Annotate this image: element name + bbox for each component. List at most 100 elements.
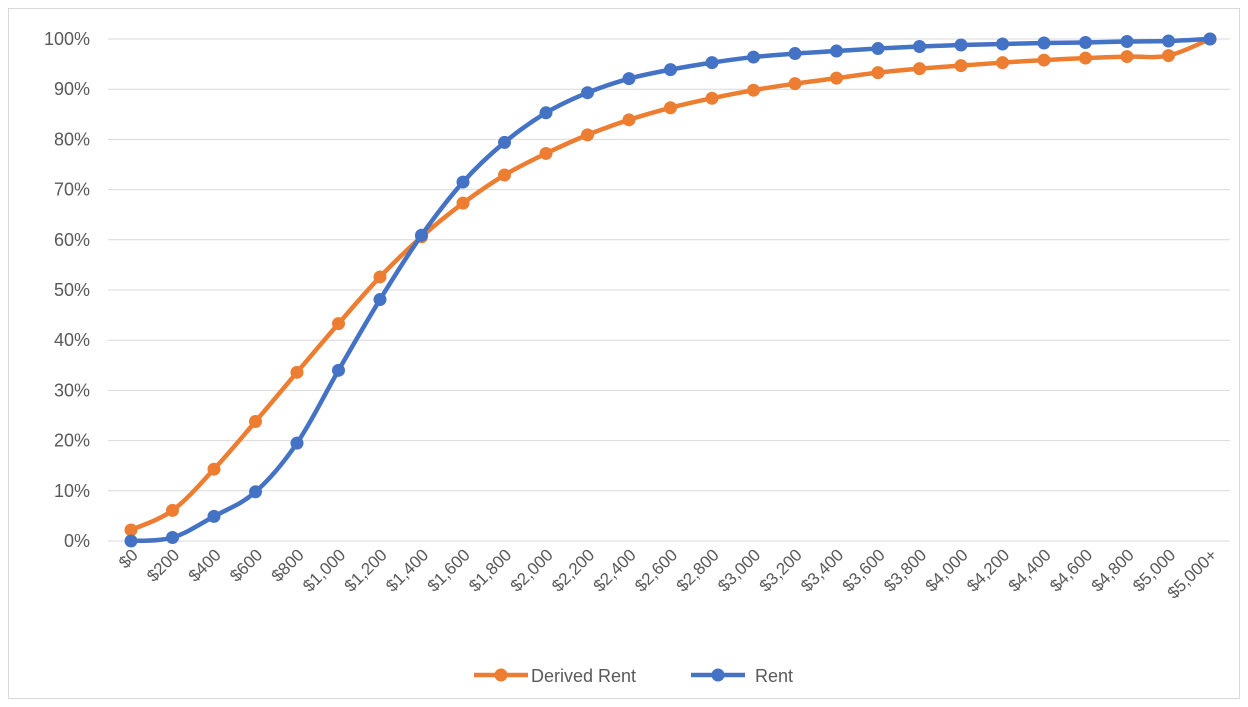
data-point — [1079, 36, 1092, 50]
y-tick-label: 70% — [54, 180, 90, 200]
series-rent — [124, 32, 1217, 548]
data-point — [581, 86, 594, 100]
series-line — [128, 36, 1213, 544]
data-point — [207, 509, 221, 523]
data-point — [788, 47, 802, 61]
data-point — [664, 63, 677, 77]
y-axis-tick-labels: 0% 10% 20% 30% 40% 50% 60% 70% 80% 90% 100% — [44, 29, 90, 551]
series-derived-rent — [124, 32, 1217, 537]
data-point — [1120, 35, 1134, 49]
data-point — [539, 106, 553, 120]
data-point — [539, 146, 553, 160]
x-tick-label: $4,200 — [963, 545, 1013, 595]
x-tick-label: $1,400 — [382, 545, 432, 595]
data-point — [871, 66, 885, 80]
gridlines — [108, 38, 1230, 542]
x-tick-label: $1,800 — [465, 545, 515, 595]
y-tick-label: 10% — [54, 481, 90, 501]
x-tick-label: $400 — [185, 545, 225, 585]
x-tick-label: $600 — [226, 545, 266, 585]
data-point — [124, 523, 138, 537]
series-lines — [124, 32, 1217, 548]
x-tick-label: $2,400 — [590, 545, 640, 595]
legend-label: Rent — [755, 666, 793, 686]
y-tick-label: 100% — [44, 29, 90, 49]
data-point — [166, 503, 179, 517]
data-point — [830, 44, 843, 58]
x-tick-label: $200 — [143, 545, 183, 585]
data-point — [290, 436, 304, 450]
data-point — [581, 128, 594, 142]
data-point — [415, 228, 428, 242]
data-point — [747, 83, 760, 97]
x-tick-label: $1,000 — [299, 545, 349, 595]
data-point — [124, 534, 138, 548]
data-point — [456, 196, 470, 210]
data-point — [913, 62, 926, 76]
data-point — [1162, 34, 1175, 48]
y-tick-label: 20% — [54, 431, 90, 451]
x-tick-label: $3,400 — [797, 545, 847, 595]
data-point — [332, 363, 345, 377]
x-tick-label: $3,800 — [880, 545, 930, 595]
data-point — [954, 38, 968, 52]
data-point — [788, 77, 802, 91]
y-tick-label: 60% — [54, 230, 90, 250]
data-point — [622, 113, 636, 127]
data-point — [871, 42, 885, 56]
y-tick-label: 80% — [54, 129, 90, 149]
legend-item: Rent — [691, 666, 793, 686]
x-tick-label: $4,600 — [1046, 545, 1096, 595]
data-point — [913, 40, 926, 54]
x-tick-label: $3,200 — [756, 545, 806, 595]
y-tick-label: 50% — [54, 280, 90, 300]
data-point — [290, 365, 304, 379]
y-tick-label: 40% — [54, 330, 90, 350]
data-point — [664, 101, 677, 115]
x-tick-label: $2,200 — [548, 545, 598, 595]
x-tick-label: $2,800 — [673, 545, 723, 595]
data-point — [622, 72, 636, 86]
x-tick-label: $0 — [115, 545, 142, 572]
x-tick-label: $1,600 — [424, 545, 474, 595]
data-point — [498, 135, 511, 149]
data-point — [705, 91, 719, 105]
data-point — [373, 293, 387, 307]
data-point — [1120, 50, 1134, 64]
data-point — [996, 37, 1009, 51]
legend-swatch-marker — [711, 668, 725, 682]
y-tick-label: 90% — [54, 79, 90, 99]
x-tick-label: $1,200 — [341, 545, 391, 595]
data-point — [373, 270, 387, 284]
data-point — [830, 71, 843, 85]
x-tick-label: $4,400 — [1005, 545, 1055, 595]
data-point — [1203, 32, 1217, 46]
data-point — [249, 415, 262, 429]
x-axis-tick-labels: $0 $200 $400 $600 $800$1,000$1,200$1,400$1,6… — [115, 545, 1221, 602]
data-point — [747, 50, 760, 64]
y-tick-label: 30% — [54, 380, 90, 400]
legend-swatch-marker — [494, 668, 508, 682]
data-point — [207, 462, 221, 476]
legend-item: Derived Rent — [474, 666, 636, 686]
x-tick-label: $3,000 — [714, 545, 764, 595]
data-point — [705, 56, 719, 70]
data-point — [996, 56, 1009, 70]
x-tick-label: $3,600 — [839, 545, 889, 595]
data-point — [249, 485, 262, 499]
data-point — [1079, 51, 1092, 65]
x-tick-label: $2,000 — [507, 545, 557, 595]
data-point — [498, 168, 511, 182]
x-tick-label: $4,800 — [1088, 545, 1138, 595]
data-point — [332, 317, 345, 331]
legend-label: Derived Rent — [531, 666, 636, 686]
data-point — [456, 175, 470, 189]
x-tick-label: $4,000 — [922, 545, 972, 595]
data-point — [166, 530, 179, 544]
data-point — [954, 59, 968, 73]
data-point — [1037, 53, 1051, 67]
x-tick-label: $2,600 — [631, 545, 681, 595]
legend: Derived Rent Rent — [474, 666, 793, 686]
data-point — [1162, 49, 1175, 63]
